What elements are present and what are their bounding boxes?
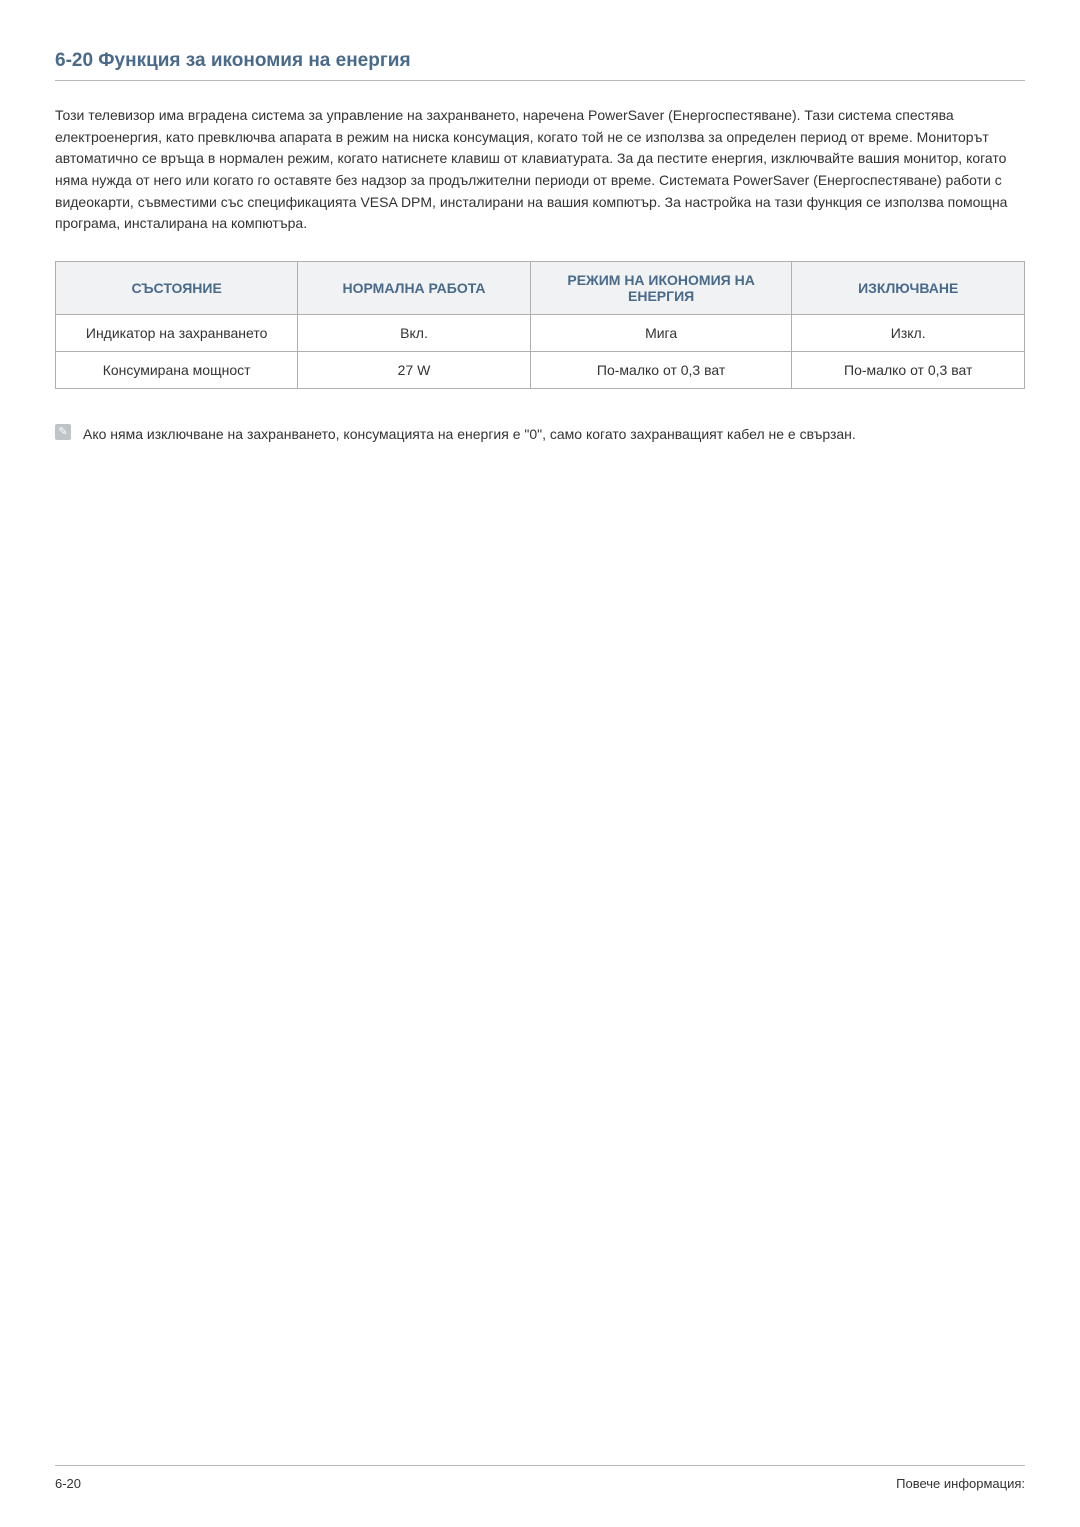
note-icon: ✎ <box>55 424 71 440</box>
table-cell: Изкл. <box>792 315 1025 352</box>
note-text: Ако няма изключване на захранването, кон… <box>83 423 856 445</box>
footer-right: Повече информация: <box>896 1476 1025 1491</box>
table-cell: По-малко от 0,3 ват <box>792 352 1025 389</box>
table-row: Консумирана мощност 27 W По-малко от 0,3… <box>56 352 1025 389</box>
page-footer: 6-20 Повече информация: <box>55 1465 1025 1491</box>
table-cell: По-малко от 0,3 ват <box>530 352 792 389</box>
table-header-row: СЪСТОЯНИЕ НОРМАЛНА РАБОТА РЕЖИМ НА ИКОНО… <box>56 262 1025 315</box>
section-header: 6-20 Функция за икономия на енергия <box>55 50 1025 81</box>
table-cell: Вкл. <box>298 315 531 352</box>
power-saving-table: СЪСТОЯНИЕ НОРМАЛНА РАБОТА РЕЖИМ НА ИКОНО… <box>55 261 1025 389</box>
note: ✎ Ако няма изключване на захранването, к… <box>55 423 1025 445</box>
footer-left: 6-20 <box>55 1476 81 1491</box>
table-row: Индикатор на захранването Вкл. Мига Изкл… <box>56 315 1025 352</box>
section-title: 6-20 Функция за икономия на енергия <box>55 50 1025 72</box>
intro-paragraph: Този телевизор има вградена система за у… <box>55 105 1025 235</box>
table-header-cell: СЪСТОЯНИЕ <box>56 262 298 315</box>
table-header-cell: НОРМАЛНА РАБОТА <box>298 262 531 315</box>
table-header-cell: РЕЖИМ НА ИКОНОМИЯ НА ЕНЕРГИЯ <box>530 262 792 315</box>
table-header-cell: ИЗКЛЮЧВАНЕ <box>792 262 1025 315</box>
table-cell: Мига <box>530 315 792 352</box>
table-cell: Консумирана мощност <box>56 352 298 389</box>
table-cell: Индикатор на захранването <box>56 315 298 352</box>
table-cell: 27 W <box>298 352 531 389</box>
